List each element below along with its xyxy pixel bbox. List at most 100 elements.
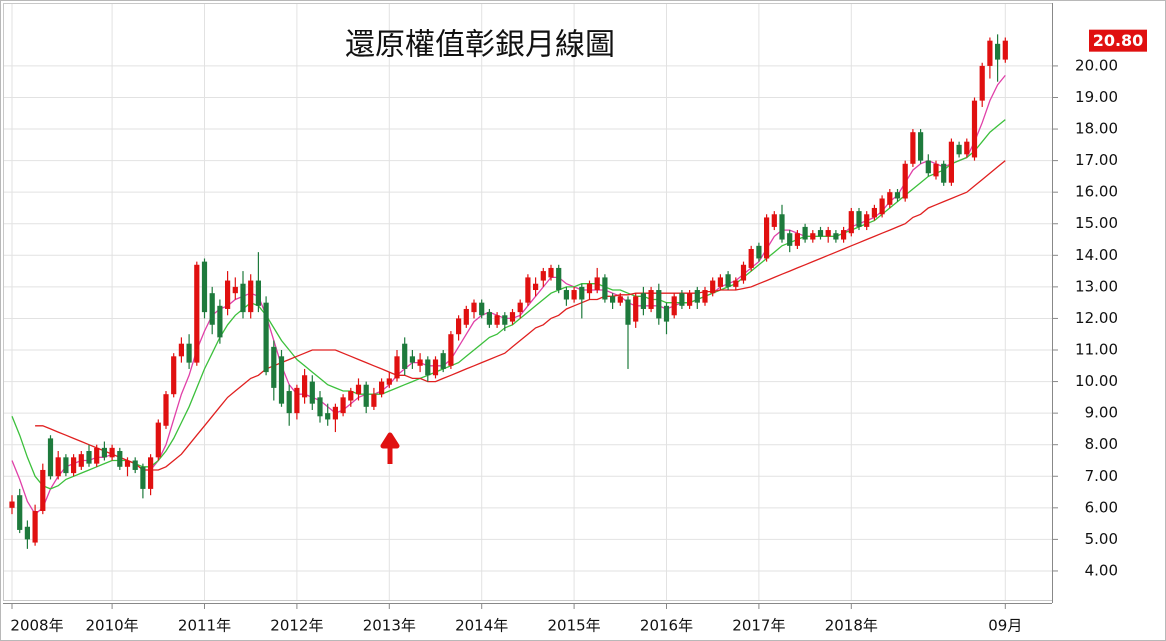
y-tick-label: 19.00 bbox=[1075, 88, 1118, 106]
candle-body bbox=[633, 296, 639, 322]
candle-body bbox=[879, 198, 885, 215]
candle-body bbox=[617, 296, 623, 303]
y-tick-label: 9.00 bbox=[1085, 404, 1118, 422]
candle-body bbox=[602, 277, 608, 300]
candle-body bbox=[833, 233, 839, 240]
candle-body bbox=[756, 245, 762, 259]
candle-body bbox=[479, 302, 485, 316]
candle-body bbox=[225, 280, 231, 309]
candle-body bbox=[140, 466, 146, 489]
candle-body bbox=[379, 381, 385, 395]
candle-body bbox=[748, 248, 754, 268]
candle-body bbox=[725, 274, 731, 287]
candle-body bbox=[679, 293, 685, 306]
candle-body bbox=[979, 65, 985, 101]
candle-body bbox=[887, 192, 893, 205]
candle-body bbox=[463, 308, 469, 325]
x-tick-label: 2016年 bbox=[640, 617, 693, 635]
candle-body bbox=[995, 43, 1001, 60]
candle-body bbox=[9, 501, 15, 508]
candle-body bbox=[55, 457, 61, 477]
candle-body bbox=[132, 460, 138, 470]
x-tick-label: 2013年 bbox=[363, 617, 416, 635]
candle-body bbox=[24, 526, 30, 540]
y-tick-label: 13.00 bbox=[1075, 277, 1118, 295]
candle-body bbox=[71, 457, 77, 474]
candle-body bbox=[910, 132, 916, 164]
candle-body bbox=[810, 233, 816, 240]
y-tick-label: 11.00 bbox=[1075, 341, 1118, 359]
candle-body bbox=[640, 293, 646, 309]
candle-body bbox=[32, 510, 38, 543]
candle-body bbox=[78, 454, 84, 467]
candle-body bbox=[201, 261, 208, 313]
candle-body bbox=[63, 457, 69, 474]
x-tick-label: 2011年 bbox=[178, 617, 231, 635]
candle-body bbox=[841, 230, 847, 240]
candle-body bbox=[248, 280, 254, 313]
candle-body bbox=[625, 299, 631, 325]
candle-body bbox=[894, 192, 901, 199]
candle-body bbox=[610, 296, 616, 303]
marks bbox=[9, 34, 1008, 549]
candle-body bbox=[101, 447, 107, 458]
candle-body bbox=[817, 230, 824, 237]
candle-body bbox=[155, 422, 161, 458]
candle-body bbox=[340, 397, 346, 414]
candle-body bbox=[563, 290, 569, 300]
candle-body bbox=[687, 293, 693, 306]
candle-body bbox=[702, 290, 708, 303]
candle-body bbox=[740, 264, 747, 281]
candle-body bbox=[764, 217, 770, 259]
y-tick-label: 5.00 bbox=[1085, 530, 1118, 548]
candle-body bbox=[694, 290, 700, 303]
candle-body bbox=[371, 394, 377, 407]
x-tick-label: 2018年 bbox=[825, 617, 878, 635]
candle-body bbox=[171, 356, 177, 395]
candle-body bbox=[448, 334, 454, 366]
candle-body bbox=[240, 283, 246, 313]
candle-body bbox=[648, 290, 654, 309]
candle-body bbox=[848, 211, 854, 234]
y-tick-label: 4.00 bbox=[1085, 561, 1118, 579]
candle-body bbox=[263, 302, 269, 373]
candle-body bbox=[864, 214, 870, 227]
candle-body bbox=[579, 286, 585, 300]
x-tick-label: 2012年 bbox=[270, 617, 323, 635]
y-tick-label: 18.00 bbox=[1075, 120, 1118, 138]
candle-body bbox=[987, 40, 993, 66]
candle-body bbox=[417, 359, 423, 366]
y-tick-label: 17.00 bbox=[1075, 151, 1118, 169]
x-tick-label: 09月 bbox=[988, 617, 1022, 635]
candle-body bbox=[494, 315, 500, 325]
candle-body bbox=[471, 302, 477, 313]
candle-body bbox=[209, 293, 215, 325]
candle-body bbox=[525, 277, 531, 303]
x-tick-label: 2010年 bbox=[86, 617, 139, 635]
grid bbox=[4, 4, 1052, 600]
candle-body bbox=[925, 160, 931, 174]
candle-body bbox=[294, 387, 300, 414]
candle-body bbox=[971, 100, 978, 158]
y-tick-label: 20.00 bbox=[1075, 56, 1118, 74]
candle-body bbox=[733, 280, 739, 287]
candle-body bbox=[710, 280, 716, 294]
x-tick-label: 2015年 bbox=[548, 617, 601, 635]
candle-body bbox=[86, 451, 92, 464]
candle-body bbox=[933, 163, 939, 177]
candle-body bbox=[255, 280, 261, 306]
candle-body bbox=[309, 381, 315, 404]
y-tick-label: 10.00 bbox=[1075, 372, 1118, 390]
candle-body bbox=[440, 353, 446, 369]
candle-body bbox=[856, 211, 862, 227]
candle-body bbox=[194, 264, 200, 363]
candle-body bbox=[717, 277, 723, 287]
candle-body bbox=[663, 305, 670, 322]
candle-body bbox=[779, 214, 785, 240]
ma-line bbox=[11, 119, 1006, 490]
candle-body bbox=[902, 163, 908, 199]
candle-body bbox=[232, 286, 238, 294]
candle-body bbox=[794, 233, 800, 246]
candle-body bbox=[787, 233, 793, 246]
candle-body bbox=[586, 283, 593, 294]
